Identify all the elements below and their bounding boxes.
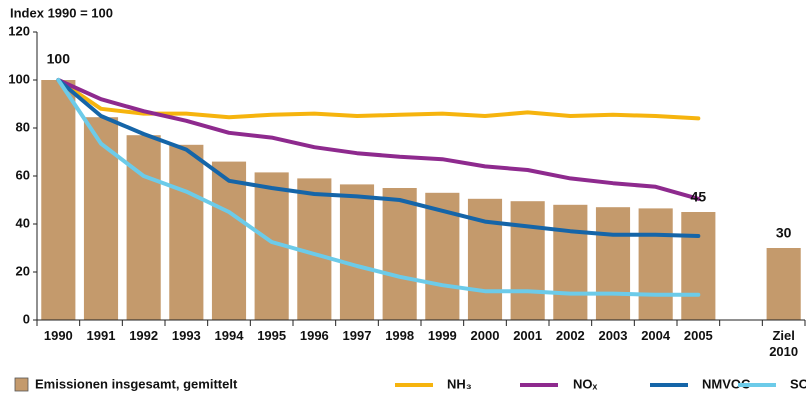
value-label: 30 [776,225,792,241]
y-tick-label: 60 [16,167,30,182]
bar [510,201,545,320]
y-tick-label: 120 [8,23,30,38]
x-tick-label: 1990 [43,328,73,343]
legend-swatch [14,377,29,392]
bar [638,208,673,320]
x-tick-label: Ziel 2010 [769,328,799,359]
y-tick-label: 40 [16,215,30,230]
x-tick-label: 1995 [257,328,287,343]
x-tick-label: 2000 [470,328,500,343]
bar [595,207,631,320]
x-tick-label: 1999 [427,328,457,343]
line-series [56,78,701,121]
bar [169,144,204,320]
bar [339,184,375,320]
y-tick-label: 0 [23,311,30,326]
line-series [56,78,701,201]
y-axis-label: Index 1990 = 100 [10,5,113,20]
legend-label: Emissionen insgesamt, gemittelt [35,376,238,391]
y-tick-label: 20 [16,263,30,278]
x-tick-label: 1991 [86,328,116,343]
legend-label: SO₂ [790,376,806,391]
y-tick-label: 100 [8,71,30,86]
x-tick-label: 2001 [513,328,543,343]
value-label: 45 [691,189,707,205]
bar [83,117,119,320]
x-tick-label: 1992 [129,328,159,343]
legend-label: NMVOC [702,376,751,391]
bar [681,212,716,320]
value-label: 100 [47,51,71,67]
x-tick-label: 1996 [299,328,329,343]
x-tick-label: 1994 [214,328,244,343]
x-tick-label: 2003 [598,328,628,343]
x-tick-label: 2002 [555,328,585,343]
legend-label: NH₃ [447,376,472,391]
legend-label: NOₓ [573,376,598,391]
bar [126,135,161,320]
x-tick-label: 1993 [171,328,201,343]
y-tick-label: 80 [16,119,30,134]
x-tick-label: 2005 [683,328,713,343]
line-series [56,78,701,297]
bar [766,248,801,320]
bar [211,161,247,320]
bar [41,80,76,320]
x-tick-label: 2004 [641,328,671,343]
x-tick-label: 1998 [385,328,415,343]
bar [382,188,417,320]
bar [553,204,588,320]
line-series [56,78,701,238]
x-tick-label: 1997 [342,328,372,343]
